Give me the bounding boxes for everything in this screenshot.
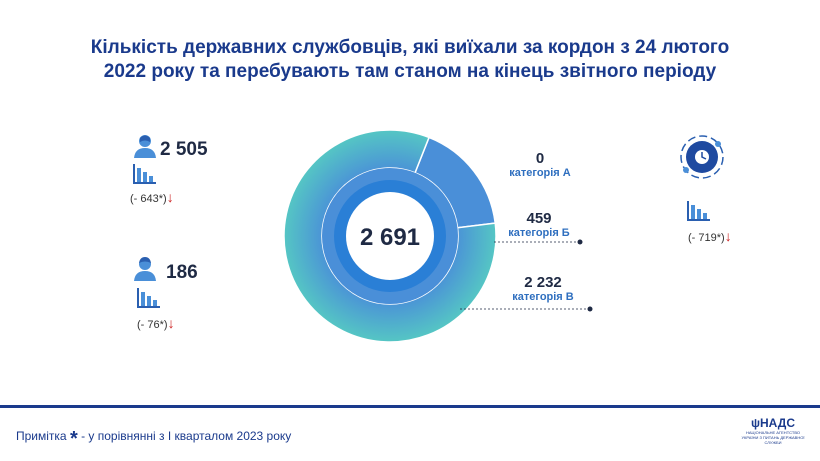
page-title: Кількість державних службовців, які виїх… bbox=[40, 36, 780, 84]
bar-chart-down-icon bbox=[133, 164, 156, 184]
down-arrow-icon: ↓ bbox=[166, 189, 174, 205]
down-arrow-icon: ↓ bbox=[724, 228, 732, 244]
male-person-icon bbox=[134, 257, 156, 281]
logo-name: ψНАДС bbox=[750, 416, 796, 430]
leader-dot-c bbox=[587, 306, 593, 312]
bar-chart-down-icon bbox=[687, 201, 710, 221]
category-a-value: 0 bbox=[535, 150, 545, 167]
donut-hole bbox=[346, 192, 434, 280]
female-delta: (- 643*)↓ bbox=[130, 189, 174, 205]
category-a-label-group: 0 категорія А bbox=[500, 150, 580, 179]
bar-chart-down-icon bbox=[137, 288, 160, 308]
globe-clock-icon bbox=[680, 135, 724, 179]
footer-divider bbox=[0, 405, 820, 408]
category-c-label-group: 2 232 категорія В bbox=[500, 274, 586, 303]
footnote: Примітка * - у порівнянні з І кварталом … bbox=[16, 428, 292, 450]
female-count: 2 505 bbox=[160, 139, 208, 160]
category-c-value: 2 232 bbox=[524, 274, 562, 291]
donut-total-label: 2 691 bbox=[360, 224, 420, 251]
total-delta: (- 719*)↓ bbox=[688, 228, 732, 244]
category-b-name: категорія Б bbox=[508, 227, 570, 239]
title-line-1: Кількість державних службовців, які виїх… bbox=[90, 37, 730, 58]
donut-chart: 2 691 bbox=[283, 129, 497, 343]
down-arrow-icon: ↓ bbox=[167, 315, 175, 331]
leader-dot-b bbox=[577, 239, 583, 245]
title-line-2: 2022 року та перебувають там станом на к… bbox=[103, 61, 717, 82]
trident-icon: ψ bbox=[750, 416, 761, 430]
nads-logo: ψНАДС НАЦІОНАЛЬНЕ АГЕНТСТВО УКРАЇНИ З ПИ… bbox=[738, 416, 808, 452]
category-b-value: 459 bbox=[526, 210, 552, 227]
female-person-icon bbox=[134, 135, 156, 158]
category-b-label-group: 459 категорія Б bbox=[496, 210, 582, 239]
category-a-name: категорія А bbox=[509, 167, 571, 179]
category-c-name: категорія В bbox=[512, 291, 574, 303]
male-delta: (- 76*)↓ bbox=[137, 315, 175, 331]
male-count: 186 bbox=[166, 262, 198, 283]
logo-subtitle: НАЦІОНАЛЬНЕ АГЕНТСТВО УКРАЇНИ З ПИТАНЬ Д… bbox=[741, 430, 805, 445]
